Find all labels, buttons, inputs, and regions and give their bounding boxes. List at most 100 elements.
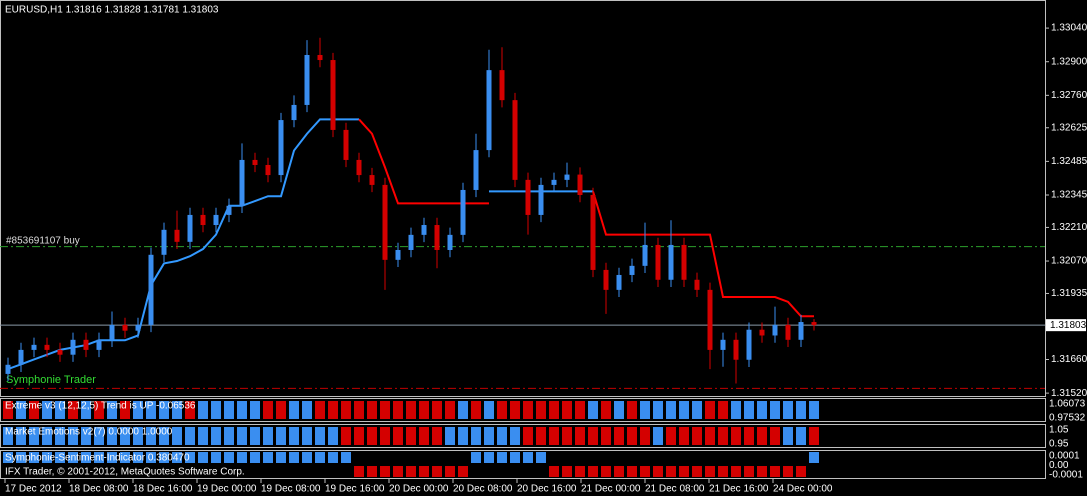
indicator-bar — [614, 427, 624, 445]
indicator-bar — [250, 401, 260, 419]
watermark: Symphonie Trader — [6, 374, 96, 386]
indicator-bar — [302, 401, 312, 419]
indicator-bar — [393, 466, 403, 477]
candle-body — [785, 324, 791, 340]
indicator-bar — [146, 427, 156, 445]
indicator-bar — [328, 401, 338, 419]
indicator-bar — [627, 466, 637, 477]
y-tick-label: 1.32345 — [1051, 190, 1087, 201]
indicator-bar — [328, 452, 338, 463]
indicator-bar — [263, 401, 273, 419]
candle-body — [96, 339, 102, 350]
indicator-bar — [55, 427, 65, 445]
candle-body — [200, 214, 206, 226]
indicator-bar — [510, 401, 520, 419]
candle-body — [642, 244, 648, 266]
indicator-bar — [393, 401, 403, 419]
indicator-bar — [536, 452, 546, 463]
indicator-bar — [120, 427, 130, 445]
indicator-bar — [718, 466, 728, 477]
current-price-label: 1.31803 — [1050, 320, 1087, 331]
indicator-bar — [783, 466, 793, 477]
indicator-bar — [523, 427, 533, 445]
panel-scale-label: 0.97532 — [1049, 413, 1086, 424]
indicator-bar — [159, 452, 169, 463]
indicator-bar — [94, 401, 104, 419]
candle-body — [733, 339, 739, 360]
indicator-bar — [237, 401, 247, 419]
candle-body — [174, 229, 180, 242]
indicator-bar — [653, 427, 663, 445]
candle-body — [226, 205, 232, 215]
indicator-bar — [237, 427, 247, 445]
y-tick-label: 1.33040 — [1051, 23, 1087, 34]
indicator-bar — [198, 401, 208, 419]
indicator-bar — [68, 452, 78, 463]
indicator-bar — [679, 401, 689, 419]
candle-body — [252, 159, 258, 165]
candle-body — [161, 229, 167, 255]
candle-body — [382, 184, 388, 260]
indicator-bar — [354, 427, 364, 445]
indicator-bar — [588, 401, 598, 419]
candle-body — [434, 225, 440, 250]
panel-scale-label: 0.95 — [1049, 439, 1069, 450]
indicator-bar — [640, 401, 650, 419]
indicator-bar — [497, 452, 507, 463]
candle-body — [772, 324, 778, 336]
indicator-bar — [718, 401, 728, 419]
candle-body — [18, 349, 24, 365]
x-tick-label: 18 Dec 08:00 — [69, 484, 129, 495]
indicator-bar — [68, 401, 78, 419]
indicator-bar — [315, 452, 325, 463]
indicator-bar — [16, 452, 26, 463]
indicator-bar — [666, 427, 676, 445]
indicator-bar — [380, 466, 390, 477]
indicator-bar — [107, 427, 117, 445]
indicator-bar — [627, 427, 637, 445]
indicator-bar — [484, 401, 494, 419]
indicator-bar — [549, 466, 559, 477]
indicator-bar — [705, 427, 715, 445]
indicator-bar — [224, 452, 234, 463]
order-label: #853691107 buy — [6, 235, 80, 246]
indicator-bar — [185, 427, 195, 445]
x-tick-label: 20 Dec 08:00 — [453, 484, 513, 495]
candle-body — [460, 189, 466, 235]
indicator-bar — [458, 466, 468, 477]
indicator-bar — [809, 401, 819, 419]
panel-scale-label: 1.05 — [1049, 425, 1069, 436]
indicator-bar — [445, 466, 455, 477]
indicator-bar — [731, 427, 741, 445]
indicator-bar — [289, 427, 299, 445]
candle-body — [577, 174, 583, 195]
indicator-bar — [250, 427, 260, 445]
candle-body — [369, 175, 375, 185]
indicator-bar — [484, 427, 494, 445]
candle-body — [616, 274, 622, 290]
indicator-bar — [302, 427, 312, 445]
panel-footer: IFX Trader, © 2001-2012, MetaQuotes Soft… — [5, 467, 245, 478]
indicator-bar — [705, 401, 715, 419]
indicator-bar — [471, 427, 481, 445]
y-tick-label: 1.32070 — [1051, 256, 1087, 267]
indicator-bar — [198, 452, 208, 463]
candle-body — [590, 194, 596, 270]
candle-body — [564, 174, 570, 180]
indicator-bar — [81, 401, 91, 419]
y-tick-label: 1.31660 — [1051, 354, 1087, 365]
indicator-bar — [705, 466, 715, 477]
indicator-bar — [744, 466, 754, 477]
candle-body — [330, 60, 336, 130]
indicator-bar — [744, 427, 754, 445]
indicator-bar — [16, 427, 26, 445]
indicator-bar — [562, 466, 572, 477]
candle-body — [759, 329, 765, 336]
indicator-bar — [29, 401, 39, 419]
indicator-bar — [523, 401, 533, 419]
indicator-bar — [224, 401, 234, 419]
indicator-bar — [107, 401, 117, 419]
indicator-bar — [471, 452, 481, 463]
indicator-bar — [159, 427, 169, 445]
candle-body — [44, 344, 50, 350]
